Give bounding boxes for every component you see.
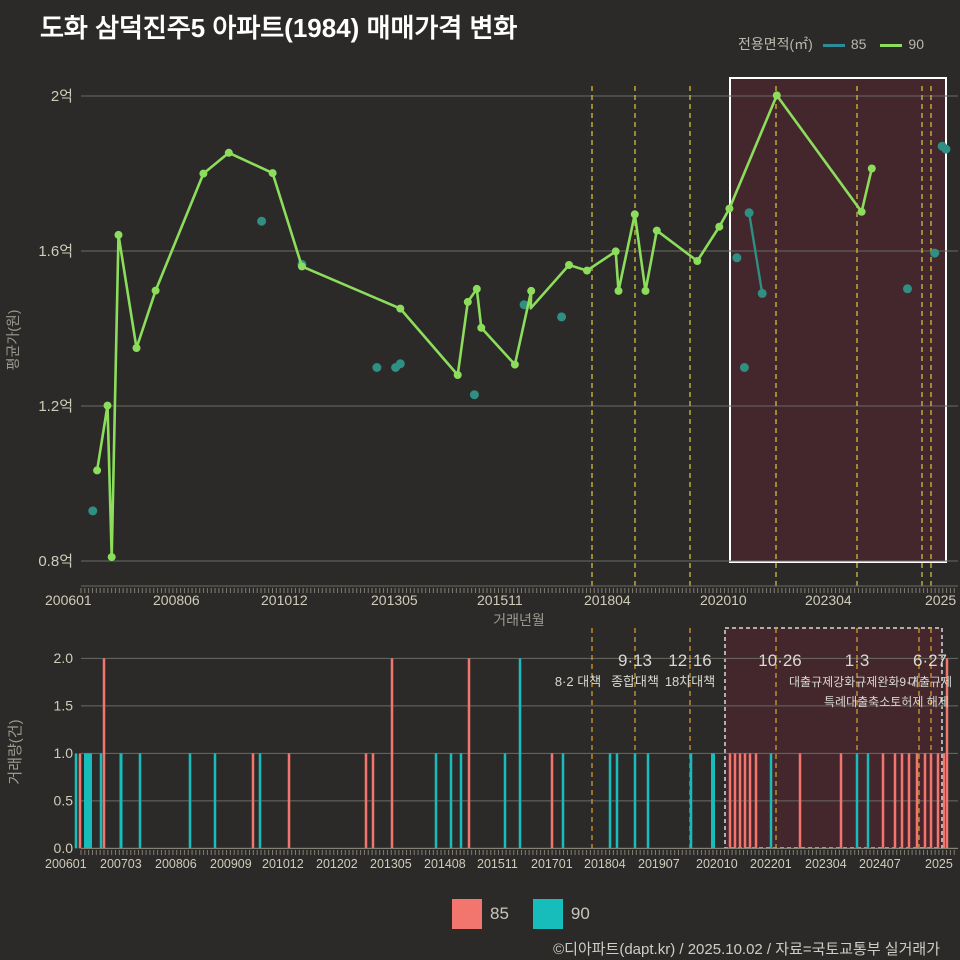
svg-text:2025: 2025: [925, 592, 956, 608]
svg-text:200703: 200703: [100, 857, 142, 871]
svg-text:1.2억: 1.2억: [38, 398, 73, 415]
svg-text:201804: 201804: [584, 592, 631, 608]
svg-text:201202: 201202: [316, 857, 358, 871]
svg-text:201012: 201012: [261, 592, 308, 608]
svg-text:종합대책: 종합대책: [611, 674, 659, 689]
svg-text:대출규제강화규제완화9·7: 대출규제강화규제완화9·7: [789, 675, 917, 689]
svg-text:200909: 200909: [210, 857, 252, 871]
svg-text:0.8억: 0.8억: [38, 553, 73, 570]
svg-text:202010: 202010: [696, 857, 738, 871]
svg-text:201907: 201907: [638, 857, 680, 871]
svg-text:202010: 202010: [700, 592, 747, 608]
svg-text:200601: 200601: [45, 592, 92, 608]
svg-text:6·27: 6·27: [913, 651, 947, 670]
svg-text:201701: 201701: [531, 857, 573, 871]
svg-text:201804: 201804: [584, 857, 626, 871]
svg-text:대출규제: 대출규제: [908, 675, 952, 689]
svg-text:1.0: 1.0: [54, 745, 74, 761]
svg-text:특례대출축소토허제 해제: 특례대출축소토허제 해제: [824, 695, 949, 709]
svg-text:2억: 2억: [51, 88, 73, 105]
svg-text:202304: 202304: [805, 857, 847, 871]
svg-text:201511: 201511: [477, 592, 523, 608]
svg-text:거래량(건): 거래량(건): [7, 719, 24, 784]
svg-text:201511: 201511: [477, 857, 518, 871]
svg-text:1·3: 1·3: [845, 651, 870, 670]
svg-text:200601: 200601: [45, 857, 87, 871]
svg-text:0.5: 0.5: [54, 793, 74, 809]
svg-text:9·13: 9·13: [618, 651, 652, 670]
svg-text:1.6억: 1.6억: [38, 243, 73, 260]
svg-text:202201: 202201: [750, 857, 792, 871]
svg-text:12·16: 12·16: [668, 651, 711, 670]
svg-text:201305: 201305: [370, 857, 412, 871]
svg-text:200806: 200806: [155, 857, 197, 871]
svg-text:0.0: 0.0: [54, 840, 74, 856]
svg-text:평균가(원): 평균가(원): [5, 310, 21, 371]
svg-text:201012: 201012: [262, 857, 304, 871]
svg-text:2.0: 2.0: [54, 650, 74, 666]
svg-text:201408: 201408: [424, 857, 466, 871]
svg-text:2025: 2025: [925, 857, 953, 871]
svg-text:201305: 201305: [371, 592, 418, 608]
svg-text:18차대책: 18차대책: [665, 674, 715, 689]
svg-text:202407: 202407: [859, 857, 901, 871]
svg-text:200806: 200806: [153, 592, 200, 608]
svg-text:10·26: 10·26: [758, 651, 801, 670]
svg-text:1.5: 1.5: [54, 698, 74, 714]
svg-text:8·2 대책: 8·2 대책: [555, 674, 601, 689]
svg-text:202304: 202304: [805, 592, 852, 608]
